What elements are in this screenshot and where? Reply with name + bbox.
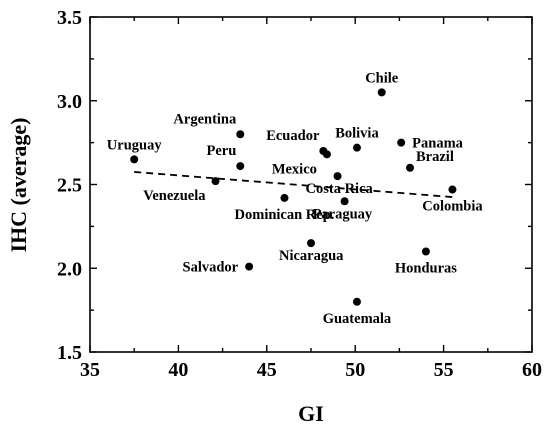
point-chile <box>377 88 386 97</box>
y-axis-title: IHC (average) <box>6 117 31 252</box>
axis-ticks <box>89 16 533 353</box>
point-bolivia <box>352 143 361 152</box>
data-point-labels: Chile Argentina Uruguay Peru Ecuador Bolivia P… <box>107 70 484 326</box>
point-label-salvador: Salvador <box>183 260 239 276</box>
data-points <box>130 88 457 306</box>
x-tick-label: 50 <box>345 359 365 381</box>
y-tick-label: 2.0 <box>57 258 82 280</box>
y-tick-label: 1.5 <box>57 342 82 364</box>
y-tick-label: 3.5 <box>57 7 82 29</box>
point-label-uruguay: Uruguay <box>107 137 163 153</box>
point-label-chile: Chile <box>365 70 399 86</box>
point-brazil <box>406 163 415 172</box>
point-mexico <box>322 150 331 159</box>
point-paraguay <box>340 197 349 206</box>
x-tick-label: 45 <box>257 359 277 381</box>
point-label-venezuela: Venezuela <box>143 188 206 204</box>
point-salvador <box>245 262 254 271</box>
point-guatemala <box>352 297 361 306</box>
point-label-guatemala: Guatemala <box>323 311 392 327</box>
point-colombia <box>448 185 457 194</box>
point-label-argentina: Argentina <box>173 111 237 127</box>
x-tick-label: 60 <box>522 359 542 381</box>
x-tick-label: 55 <box>434 359 454 381</box>
point-label-bolivia: Bolivia <box>335 126 379 142</box>
x-axis-title: GI <box>298 401 324 426</box>
axis-tick-labels: 35 40 45 50 55 60 1.5 2.0 2.5 3.0 3.5 <box>57 7 542 381</box>
point-label-mexico: Mexico <box>272 161 317 177</box>
point-label-peru: Peru <box>206 143 236 159</box>
y-tick-label: 3.0 <box>57 91 82 113</box>
point-peru <box>236 162 245 171</box>
x-tick-label: 35 <box>80 359 100 381</box>
point-nicaragua <box>307 239 315 248</box>
point-label-ecuador: Ecuador <box>266 128 320 144</box>
point-venezuela <box>211 177 220 186</box>
point-label-dominican-rep: Dominican Rep. <box>235 207 335 223</box>
point-label-colombia: Colombia <box>422 199 483 215</box>
point-label-nicaragua: Nicaragua <box>279 248 344 264</box>
point-label-brazil: Brazil <box>416 149 454 165</box>
trend-line <box>134 171 453 198</box>
point-panama <box>397 138 406 147</box>
point-argentina <box>236 130 245 139</box>
point-honduras <box>421 247 430 256</box>
point-label-panama: Panama <box>412 136 464 152</box>
point-label-costa-rica: Costa Rica <box>306 181 374 197</box>
point-label-paraguay: Paraguay <box>313 206 373 222</box>
point-label-honduras: Honduras <box>395 261 457 277</box>
point-costa-rica <box>333 172 342 181</box>
point-uruguay <box>130 155 139 164</box>
x-tick-label: 40 <box>168 359 188 381</box>
y-tick-label: 2.5 <box>57 175 82 197</box>
point-dominican-rep <box>280 193 289 202</box>
